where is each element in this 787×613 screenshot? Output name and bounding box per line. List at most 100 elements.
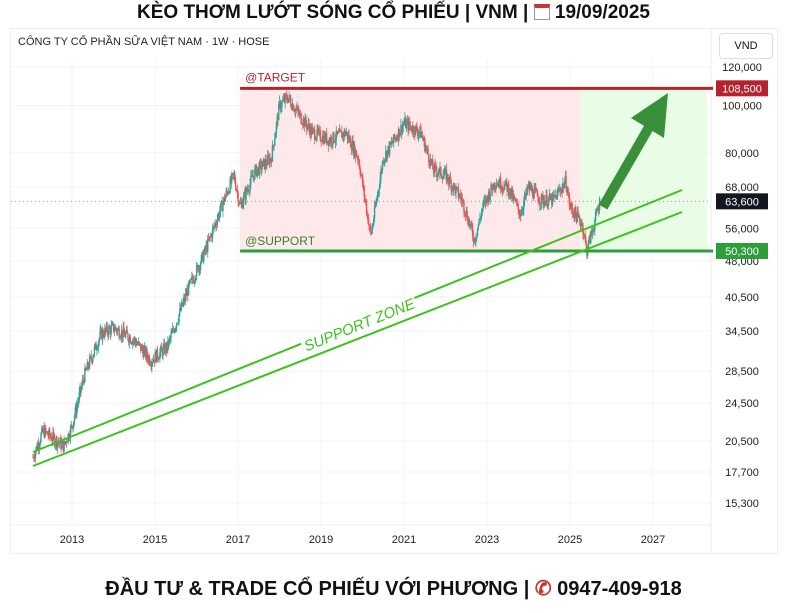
candle-body — [39, 442, 41, 446]
candle-body — [312, 128, 314, 130]
candle-body — [57, 442, 59, 448]
candle-body — [578, 216, 581, 222]
candle-body — [211, 228, 214, 238]
x-tick-label: 2015 — [143, 534, 167, 546]
candle-body — [245, 188, 247, 200]
candle-body — [93, 347, 96, 355]
candle-body — [69, 437, 71, 439]
candle-body — [160, 346, 163, 350]
candle-body — [183, 297, 186, 301]
candle-body — [584, 234, 586, 241]
candle-body — [153, 359, 155, 363]
candle-body — [144, 347, 147, 358]
candle-body — [63, 440, 65, 452]
candle-body — [70, 424, 72, 427]
page-title: KÈO THƠM LƯỚT SÓNG CỔ PHIẾU | VNM | 19/0… — [0, 0, 787, 26]
title-date: 19/09/2025 — [554, 2, 650, 23]
candle-body — [175, 327, 177, 329]
candle-body — [341, 131, 343, 138]
candle-body — [209, 236, 211, 238]
candle-body — [562, 183, 564, 188]
candle-body — [576, 211, 578, 223]
chart-panel[interactable] — [10, 28, 778, 554]
last-price-badge-text: 63,600 — [725, 196, 759, 208]
candle-body — [123, 327, 125, 334]
candle-body — [444, 169, 447, 170]
candle-body — [122, 327, 124, 338]
candle-body — [424, 138, 426, 152]
candle-body — [581, 223, 583, 225]
candle-body — [231, 174, 233, 183]
candle-body — [490, 184, 492, 195]
candle-body — [199, 263, 202, 270]
candle-body — [483, 201, 485, 203]
candle-body — [453, 183, 456, 187]
candle-body — [409, 126, 412, 127]
candle-body — [549, 194, 551, 200]
candle-body — [108, 326, 110, 336]
candle-body — [259, 161, 262, 163]
candle-body — [136, 343, 139, 345]
candle-body — [171, 328, 174, 333]
candle-body — [112, 323, 114, 324]
candle-body — [65, 441, 68, 443]
candle-body — [184, 293, 187, 301]
candle-body — [503, 189, 505, 191]
candle-body — [161, 349, 163, 356]
candle-body — [338, 129, 341, 133]
candle-body — [152, 359, 155, 363]
candle-body — [391, 142, 393, 144]
currency-button[interactable]: VND — [719, 33, 773, 59]
candle-body — [99, 331, 101, 339]
candle-body — [513, 195, 515, 198]
candle-body — [347, 135, 349, 139]
candle-body — [90, 355, 92, 360]
candle-body — [480, 212, 483, 218]
candle-body — [531, 187, 533, 191]
candle-body — [390, 142, 393, 145]
candle-body — [78, 392, 80, 401]
candle-body — [100, 328, 103, 339]
candle-body — [296, 107, 298, 110]
candle-body — [163, 343, 165, 348]
candle-body — [534, 188, 536, 189]
candle-body — [548, 194, 551, 199]
candle-body — [521, 210, 523, 212]
candle-body — [456, 186, 459, 188]
candle-body — [215, 224, 218, 226]
candle-body — [334, 140, 337, 143]
candle-body — [541, 194, 543, 197]
candle-body — [449, 177, 452, 181]
candle-body — [307, 123, 310, 127]
candle-body — [238, 202, 241, 204]
candle-body — [538, 201, 540, 203]
candle-body — [246, 188, 248, 192]
candle-body — [367, 214, 369, 225]
candle-body — [478, 219, 480, 225]
candle-body — [203, 253, 205, 262]
candle-body — [291, 104, 294, 110]
candle-body — [158, 358, 160, 360]
candle-body — [300, 113, 302, 124]
title-text: KÈO THƠM LƯỚT SÓNG CỔ PHIẾU | VNM | — [137, 2, 534, 23]
candle-body — [558, 189, 560, 192]
candle-body — [516, 203, 519, 205]
candle-body — [316, 128, 318, 138]
candle-body — [491, 188, 494, 191]
candle-body — [328, 139, 330, 146]
candle-body — [454, 186, 456, 194]
candle-body — [180, 302, 183, 311]
y-tick-label: 28,500 — [725, 366, 759, 378]
candle-body — [366, 214, 369, 215]
candle-body — [308, 123, 310, 129]
candle-body — [423, 138, 425, 142]
symbol-subtitle: CÔNG TY CỔ PHẦN SỮA VIỆT NAM · 1W · HOSE — [18, 36, 270, 48]
candle-body — [58, 442, 61, 444]
candle-body — [413, 133, 416, 135]
candle-body — [33, 457, 35, 459]
x-tick-label: 2027 — [641, 534, 665, 546]
candle-body — [208, 236, 211, 240]
candle-body — [131, 342, 133, 344]
candle-body — [242, 195, 245, 204]
